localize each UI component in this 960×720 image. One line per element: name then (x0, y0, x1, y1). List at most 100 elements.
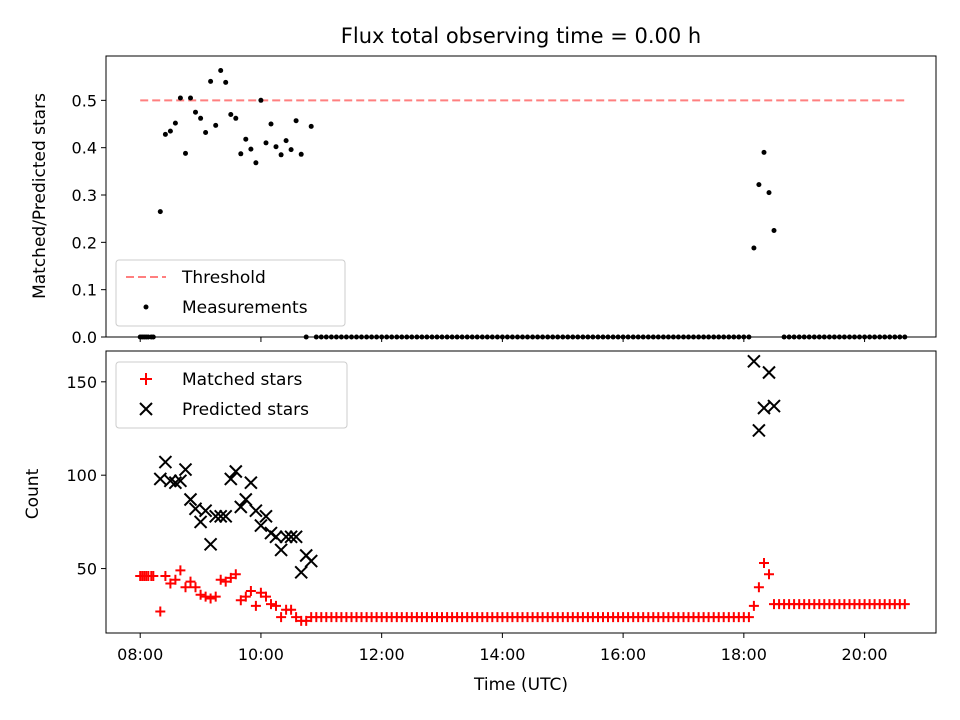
measurement-point (771, 228, 777, 233)
matched-star-point (155, 606, 166, 617)
predicted-star-point (274, 543, 288, 557)
measurement-point (766, 190, 772, 196)
predicted-star-point (203, 537, 218, 552)
measurement-point (273, 144, 279, 150)
top-y-ticks: 0.0 0.1 0.2 0.3 0.4 0.5 (72, 91, 106, 347)
matched-star-point (899, 599, 910, 610)
matched-star-point (748, 600, 759, 611)
predicted-star-point (239, 492, 253, 507)
matched-star-point (190, 582, 201, 593)
predicted-star-point (183, 492, 198, 507)
x-tick-label: 16:00 (600, 645, 646, 664)
matched-star-point (180, 582, 191, 593)
matched-star-point (195, 589, 206, 600)
predicted-star-point (289, 530, 303, 544)
x-tick-label: 08:00 (117, 645, 163, 664)
top-legend-box (115, 259, 346, 327)
x-axis-label: Time (UTC) (473, 675, 568, 695)
matched-star-point (220, 576, 231, 587)
measurement-point (177, 95, 183, 101)
measurement-point (183, 150, 188, 156)
measurement-point (213, 122, 219, 128)
matched-star-point (261, 591, 271, 602)
predicted-star-point (188, 502, 203, 516)
matched-star-point (245, 586, 256, 596)
predicted-star-point (279, 530, 293, 544)
measurement-point (288, 147, 294, 153)
bottom-axes-frame (105, 350, 937, 634)
matched-star-point (148, 571, 159, 581)
predicted-star-point (254, 518, 268, 533)
predicted-star-point (234, 500, 248, 514)
matched-star-point (210, 591, 221, 602)
bottom-x-ticks: 08:00 10:00 12:00 14:00 16:00 18:00 20:00 (117, 633, 888, 664)
measurement-point (228, 112, 234, 117)
matched-star-point (743, 612, 754, 623)
predicted-star-point (259, 509, 273, 524)
measurement-point (298, 151, 304, 157)
bottom-legend: Matched stars Predicted stars (115, 361, 348, 429)
predicted-star-point (229, 464, 243, 479)
top-x-ticks (139, 337, 866, 342)
measurement-point (243, 136, 249, 142)
measurement-point (293, 118, 299, 124)
matched-star-point (215, 574, 226, 585)
predicted-star-point (767, 399, 781, 413)
predicted-star-point (269, 530, 283, 544)
matched-star-point (291, 612, 302, 623)
top-legend: Threshold Measurements (115, 259, 346, 327)
predicted-star-point (193, 515, 208, 529)
matched-star-point (160, 571, 171, 581)
matched-star-point (255, 587, 266, 598)
predicted-star-point (762, 365, 776, 380)
x-tick-label: 20:00 (842, 645, 888, 664)
matched-star-point (230, 569, 241, 580)
top-y-tick-label: 0.0 (72, 328, 97, 347)
predicted-star-point (158, 455, 173, 469)
measurement-point (268, 121, 274, 127)
measurement-point (223, 79, 229, 85)
measurement-point (756, 182, 762, 188)
bottom-panel: 50 100 150 08:00 10:00 12:00 14:00 16:00 18:00 2… (23, 350, 937, 695)
measurement-point (258, 97, 264, 103)
matched-star-point (240, 591, 251, 602)
bottom-y-tick-label: 100 (66, 466, 97, 485)
measurement-point (162, 131, 168, 137)
x-tick-label: 18:00 (721, 645, 767, 664)
predicted-star-point (224, 472, 238, 486)
legend-predicted-label: Predicted stars (182, 400, 309, 420)
matched-star-point (200, 591, 211, 602)
top-y-tick-label: 0.4 (72, 139, 97, 158)
predicted-star-point (178, 462, 193, 477)
predicted-star-point (213, 509, 228, 524)
measurement-point (278, 152, 284, 158)
predicted-star-point (747, 354, 761, 369)
measurement-point (253, 160, 259, 166)
chart-title: Flux total observing time = 0.00 h (341, 24, 701, 48)
x-tick-label: 12:00 (359, 645, 405, 664)
measurement-point (248, 146, 254, 152)
matched-star-point (266, 599, 276, 610)
measurement-point (238, 151, 244, 157)
measurement-point (157, 209, 163, 215)
top-y-axis-label: Matched/Predicted stars (30, 93, 50, 299)
legend-matched-swatch (140, 373, 152, 385)
measurement-point (263, 140, 269, 146)
measurement-point (761, 149, 767, 155)
bottom-y-tick-label: 150 (66, 373, 97, 392)
matched-star-point (271, 600, 281, 611)
matched-star-point (764, 569, 774, 580)
top-y-tick-label: 0.5 (72, 91, 97, 110)
top-y-tick-label: 0.3 (72, 186, 97, 205)
predicted-star-point (249, 503, 263, 518)
matched-star-point (170, 574, 181, 585)
legend-measurements-swatch (143, 304, 149, 310)
predicted-star-point (244, 475, 258, 490)
measurement-point (283, 138, 289, 144)
top-y-tick-label: 0.1 (72, 281, 97, 300)
measurement-point (308, 123, 314, 129)
predicted-star-point (218, 509, 233, 524)
bottom-plot-marks (135, 354, 910, 626)
